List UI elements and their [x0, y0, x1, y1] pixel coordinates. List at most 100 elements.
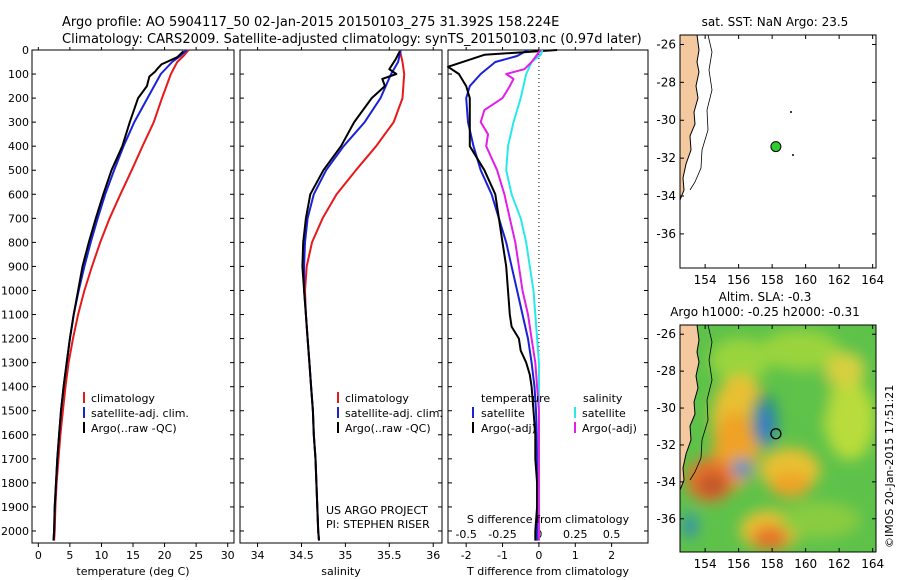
- x-tick-label: 0: [35, 549, 42, 562]
- y-tick-label: 1900: [1, 501, 29, 514]
- map-y-tick-label: -32: [656, 151, 676, 165]
- y-tick-label: 500: [8, 164, 29, 177]
- y-tick-label: 100: [8, 68, 29, 81]
- shelf-contour: [689, 34, 713, 191]
- s-tick-label: -0.25: [488, 528, 516, 541]
- series-line-argo: [301, 50, 401, 541]
- x-tick-label: 10: [94, 549, 108, 562]
- sla-heatmap: [680, 325, 876, 552]
- x-tick-label: 35.5: [377, 549, 402, 562]
- pi-annotation: PI: STEPHEN RISER: [326, 518, 430, 531]
- map-x-tick-label: 164: [861, 273, 884, 287]
- difference-legend: temperature salinity satellite Argo(-adj…: [472, 392, 637, 435]
- y-tick-label: 800: [8, 236, 29, 249]
- series-line-argo: [447, 49, 558, 541]
- map-y-tick-label: -30: [656, 401, 676, 415]
- series-line-sal-argo: [479, 49, 542, 541]
- map-x-tick-label: 162: [828, 557, 851, 571]
- y-tick-label: 1600: [1, 429, 29, 442]
- map-y-tick-label: -26: [656, 327, 676, 341]
- map-y-tick-label: -26: [656, 37, 676, 51]
- temperature-xlabel: temperature (deg C): [76, 565, 189, 578]
- map-y-tick-label: -36: [656, 512, 676, 526]
- x-tick-label: 36: [426, 549, 440, 562]
- sla-map-title-1: Altim. SLA: -0.3: [719, 290, 812, 304]
- difference-xlabel: T difference from climatology: [466, 565, 629, 578]
- difference-panel: -2 -1 0 1 2-0.5 -0.25 0 0.25 0.5: [447, 47, 649, 562]
- s-tick-label: 0.25: [563, 528, 588, 541]
- y-tick-label: 0: [22, 44, 29, 57]
- header-line-1: Argo profile: AO 5904117_50 02-Jan-2015 …: [62, 15, 559, 30]
- map-x-tick-label: 158: [761, 557, 784, 571]
- y-tick-label: 1200: [1, 333, 29, 346]
- x-tick-label: -1: [497, 549, 508, 562]
- y-tick-label: 700: [8, 212, 29, 225]
- legend-t-argo: Argo(-adj): [481, 422, 536, 435]
- shelf-contour: [689, 325, 713, 481]
- y-tick-label: 300: [8, 116, 29, 129]
- x-tick-label: 25: [189, 549, 203, 562]
- sst-map-title: sat. SST: NaN Argo: 23.5: [702, 15, 849, 29]
- coastline-land: [680, 325, 700, 491]
- legend-t-satellite: satellite: [481, 407, 525, 420]
- map-y-tick-label: -30: [656, 113, 676, 127]
- s-tick-label: -0.5: [455, 528, 476, 541]
- x-tick-label: 2: [608, 549, 615, 562]
- series-line-satellite: [465, 49, 539, 541]
- map-x-tick-label: 162: [828, 273, 851, 287]
- y-tick-label: 200: [8, 92, 29, 105]
- map-y-tick-label: -34: [656, 475, 676, 489]
- series-line-argo: [52, 50, 185, 541]
- map-x-tick-label: 154: [694, 557, 717, 571]
- y-tick-label: 400: [8, 140, 29, 153]
- sla-anomaly-field: [682, 330, 875, 550]
- argo-float-marker: [770, 141, 782, 153]
- legend-salinity-heading: salinity: [583, 392, 623, 405]
- x-tick-label: -2: [461, 549, 472, 562]
- legend-s-argo: Argo(-adj): [582, 422, 637, 435]
- y-tick-label: 1100: [1, 309, 29, 322]
- x-tick-label: 20: [158, 549, 172, 562]
- x-tick-label: 1: [572, 549, 579, 562]
- temperature-legend: climatology satellite-adj. clim. Argo(..…: [83, 392, 189, 435]
- map-x-tick-label: 160: [794, 273, 817, 287]
- y-tick-label: 1700: [1, 453, 29, 466]
- map-x-tick-label: 160: [794, 557, 817, 571]
- map-x-tick-label: 156: [727, 273, 750, 287]
- map-x-tick-label: 158: [761, 273, 784, 287]
- y-tick-label: 1800: [1, 477, 29, 490]
- map-x-tick-label: 154: [694, 273, 717, 287]
- map-y-tick-label: -34: [656, 189, 676, 203]
- y-tick-label: 900: [8, 260, 29, 273]
- legend-satellite: satellite-adj. clim.: [345, 407, 443, 420]
- x-tick-label: 30: [221, 549, 235, 562]
- difference-top-label: S difference from climatology: [467, 513, 630, 526]
- x-tick-label: 34.5: [289, 549, 314, 562]
- legend-satellite: satellite-adj. clim.: [91, 407, 189, 420]
- island-marker: [790, 111, 792, 113]
- salinity-legend: climatology satellite-adj. clim. Argo(..…: [326, 392, 443, 531]
- map-y-tick-label: -32: [656, 438, 676, 452]
- x-tick-label: 35: [338, 549, 352, 562]
- salinity-xlabel: salinity: [321, 565, 361, 578]
- map-x-tick-label: 164: [861, 557, 884, 571]
- x-tick-label: 0: [535, 549, 542, 562]
- map-y-tick-label: -28: [656, 364, 676, 378]
- legend-s-satellite: satellite: [582, 407, 626, 420]
- map-x-tick-label: 156: [727, 557, 750, 571]
- coastline-land: [679, 34, 700, 201]
- island-marker: [792, 154, 794, 156]
- y-tick-label: 1300: [1, 357, 29, 370]
- legend-argo: Argo(..raw -QC): [91, 422, 177, 435]
- x-tick-label: 15: [126, 549, 140, 562]
- y-tick-label: 1500: [1, 405, 29, 418]
- project-annotation: US ARGO PROJECT: [326, 504, 428, 517]
- header-line-2: Climatology: CARS2009. Satellite-adjuste…: [62, 32, 642, 47]
- argo-float-marker: [770, 428, 782, 440]
- legend-climatology: climatology: [91, 392, 155, 405]
- sst-map: 154 156 158 160 162 164 -26 -28 -30 -32 -34 -36: [656, 34, 884, 287]
- sla-map: 154 156 158 160 162 164 -26 -28 -30 -32 -34 -36: [656, 324, 884, 571]
- y-tick-label: 2000: [1, 525, 29, 538]
- series-line-climatology: [53, 49, 190, 541]
